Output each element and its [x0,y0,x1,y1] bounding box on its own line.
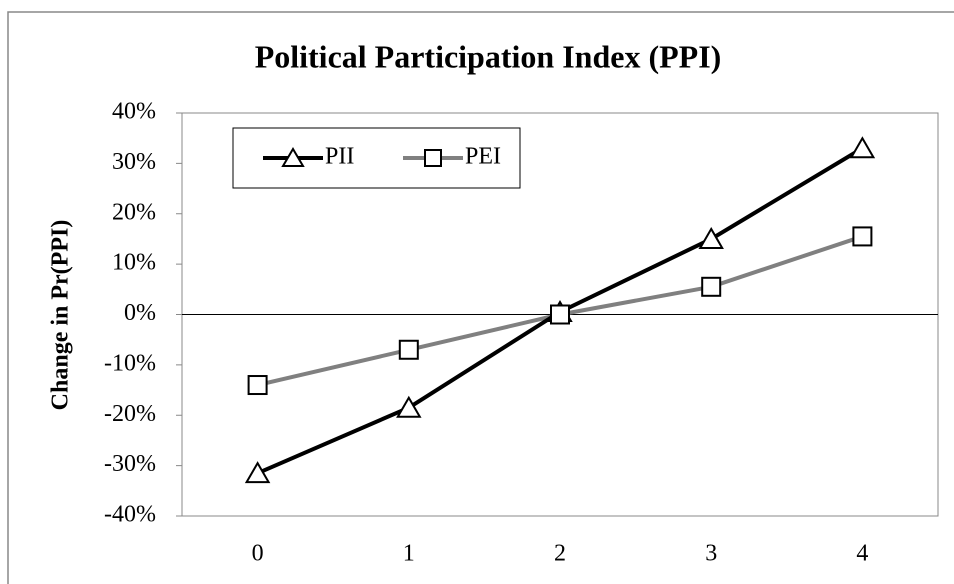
legend-marker [281,147,305,167]
x-tick-label: 0 [252,541,264,567]
marker [396,395,422,418]
chart-frame [7,11,954,584]
x-tick-label: 2 [554,541,566,567]
y-tick-label: -40% [104,502,156,528]
x-tick-label: 1 [403,541,415,567]
y-axis-label: Change in Pr(PPI) [48,220,74,411]
y-tick-label: 40% [112,99,156,125]
y-tick-label: 30% [112,149,156,175]
y-tick-label: -20% [104,401,156,427]
marker [849,136,876,159]
x-tick-label: 4 [856,541,868,567]
marker [550,304,570,325]
marker [244,461,271,484]
legend-marker [424,149,442,167]
y-tick-label: 10% [112,250,156,276]
marker [701,276,722,297]
marker [247,375,268,396]
legend-label: PEI [465,144,501,170]
marker [698,226,724,249]
marker [398,339,419,360]
legend-label: PII [325,144,354,170]
x-tick-label: 3 [705,541,717,567]
y-tick-label: -30% [104,451,156,477]
chart-title: Political Participation Index (PPI) [255,38,722,74]
marker [852,226,873,247]
y-tick-label: -10% [104,350,156,376]
y-tick-label: 0% [124,300,156,326]
y-tick-label: 20% [112,199,156,225]
